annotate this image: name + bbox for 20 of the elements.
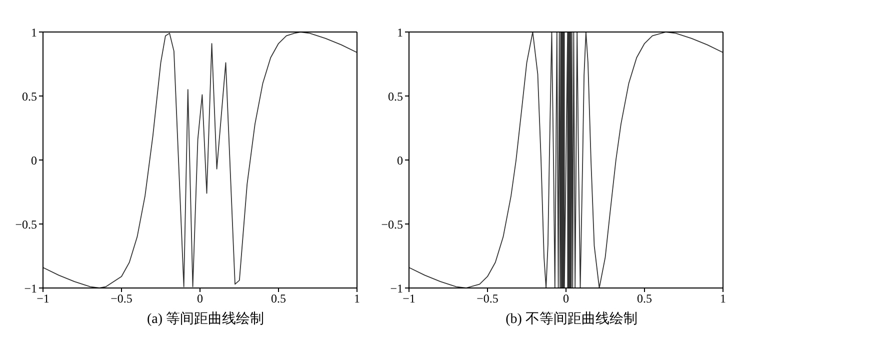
y-tick-label: 1 (31, 25, 37, 40)
y-tick-label: −0.5 (15, 217, 37, 232)
x-tick-label: −0.5 (110, 292, 132, 306)
y-tick-label: −0.5 (381, 217, 403, 232)
y-tick-label: 1 (397, 25, 403, 40)
x-tick-label: 0.5 (637, 292, 652, 306)
y-tick-label: 0 (397, 153, 403, 168)
y-tick-label: 0.5 (388, 89, 403, 104)
x-tick-label: 0 (197, 292, 203, 306)
y-tick-label: 0.5 (22, 89, 37, 104)
y-tick-label: −1 (390, 281, 403, 296)
x-tick-label: 0 (563, 292, 569, 306)
x-tick-label: 0.5 (271, 292, 286, 306)
y-tick-label: −1 (24, 281, 37, 296)
x-tick-label: −0.5 (476, 292, 498, 306)
text: (b) 不等间距曲线绘制 (504, 310, 638, 328)
x-tick-label: 1 (354, 292, 360, 306)
x-tick-label: 1 (720, 292, 726, 306)
text: (a) 等间距曲线绘制 (146, 310, 266, 328)
y-tick-label: 0 (31, 153, 37, 168)
